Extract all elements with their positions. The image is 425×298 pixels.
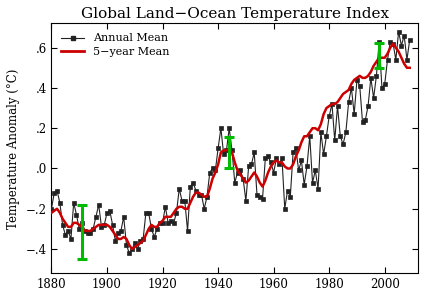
Legend: Annual Mean, 5−year Mean: Annual Mean, 5−year Mean — [57, 29, 173, 61]
Title: Global Land−Ocean Temperature Index: Global Land−Ocean Temperature Index — [81, 7, 389, 21]
Y-axis label: Temperature Anomaly (°C): Temperature Anomaly (°C) — [7, 68, 20, 229]
